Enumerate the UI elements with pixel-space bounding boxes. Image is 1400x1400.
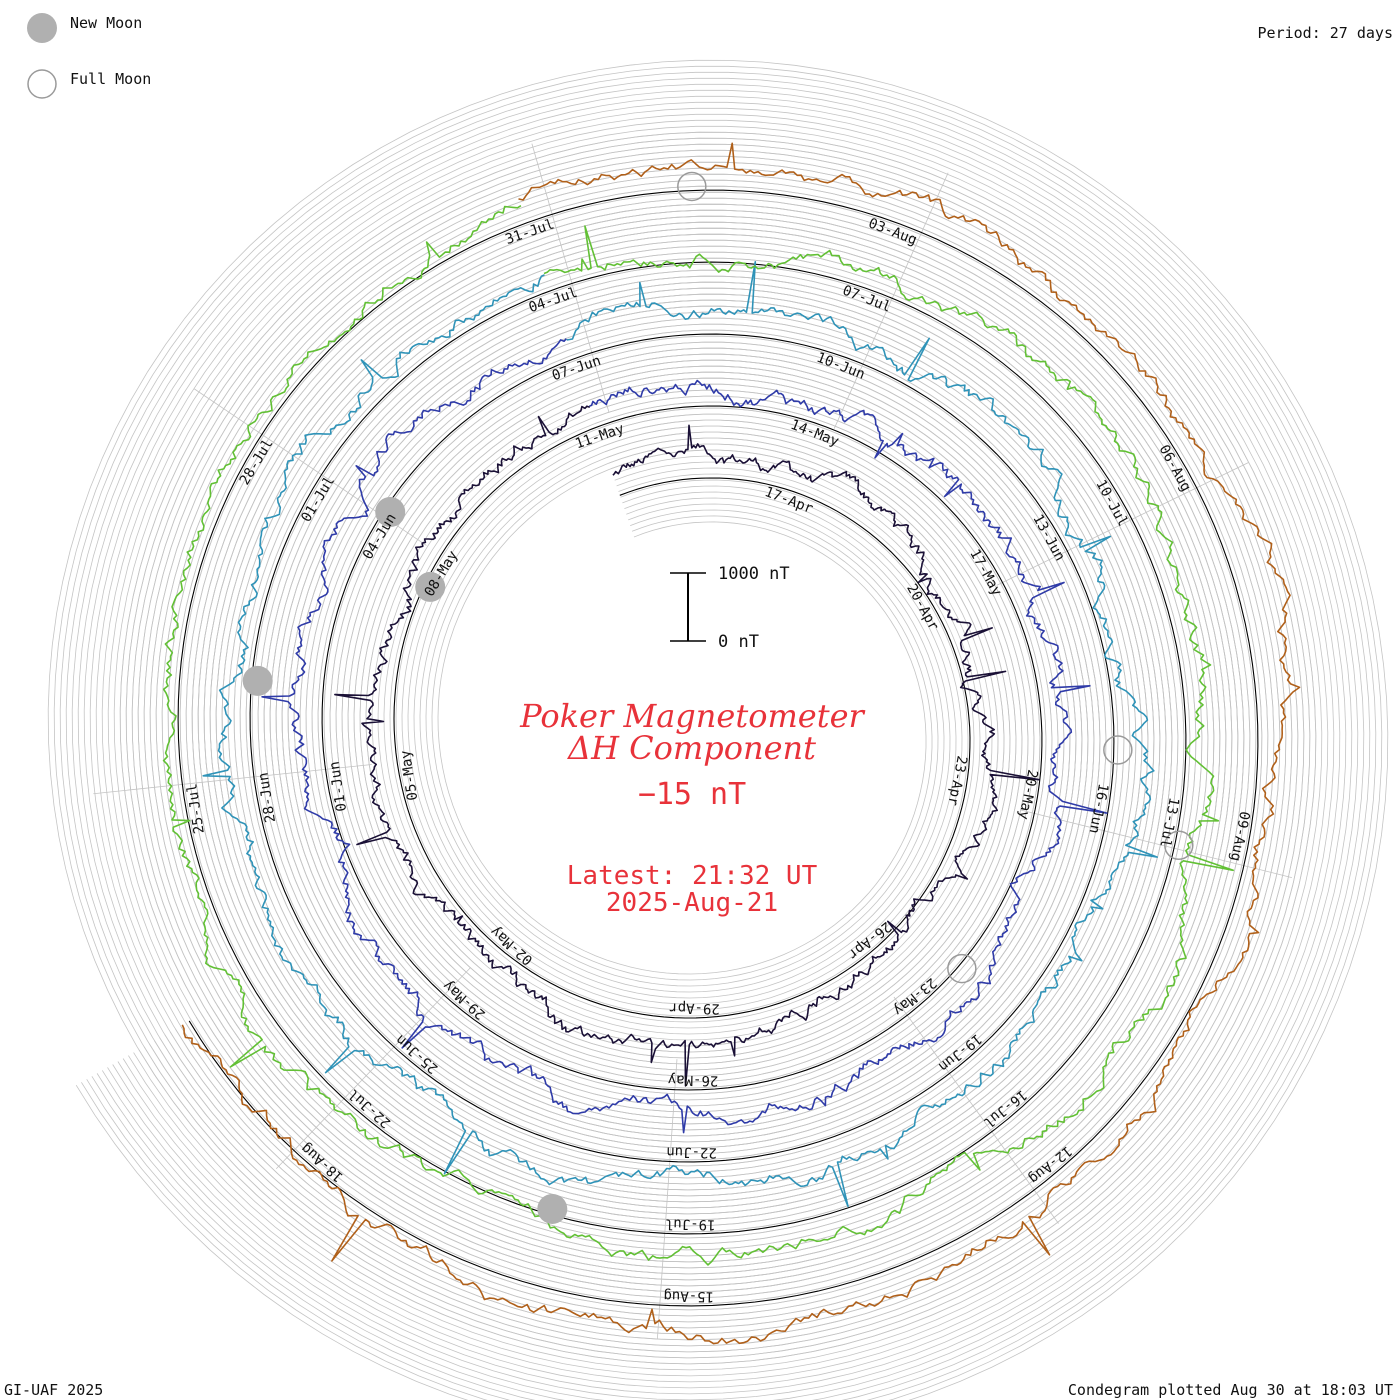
grid-spoke bbox=[1020, 809, 1292, 878]
chart-title: Poker Magnetometer bbox=[519, 697, 865, 735]
date-label: 10-Jul bbox=[1092, 477, 1130, 529]
data-traces bbox=[162, 142, 1301, 1345]
date-label: 01-Jul bbox=[298, 474, 338, 526]
date-label: 22-Jul bbox=[345, 1085, 394, 1130]
date-label: 25-Jun bbox=[393, 1031, 442, 1076]
date-label: 22-Jun bbox=[666, 1143, 717, 1160]
date-label: 13-Jul bbox=[1156, 796, 1181, 849]
grid-spoke bbox=[531, 143, 610, 413]
new-moon-marker bbox=[537, 1193, 568, 1224]
date-label: 29-May bbox=[440, 977, 489, 1022]
date-label: 14-May bbox=[788, 417, 841, 450]
date-label: 28-Jul bbox=[237, 436, 277, 488]
date-label: 13-Jun bbox=[1029, 512, 1067, 564]
date-label: 15-Aug bbox=[663, 1287, 714, 1304]
date-label: 16-Jul bbox=[980, 1086, 1029, 1130]
date-label: 26-May bbox=[668, 1071, 719, 1088]
grid-ring bbox=[53, 65, 1383, 1400]
baseline-path bbox=[177, 189, 1259, 1307]
period-label: Period: 27 days bbox=[1258, 24, 1393, 42]
trace-turn-2 bbox=[261, 338, 1108, 1134]
chart-subtitle: ΔH Component bbox=[566, 729, 816, 767]
new-moon-label: New Moon bbox=[70, 14, 142, 32]
date-label: 07-Jul bbox=[840, 283, 893, 316]
trace-turn-5 bbox=[181, 142, 1301, 1345]
current-value: −15 nT bbox=[638, 777, 746, 812]
date-label: 10-Jun bbox=[814, 350, 867, 383]
new-moon-marker bbox=[242, 665, 273, 696]
full-moon-marker bbox=[677, 171, 707, 202]
date-label: 01-Jun bbox=[327, 760, 351, 812]
baseline-spiral bbox=[177, 189, 1259, 1307]
date-label: 12-Aug bbox=[1025, 1142, 1074, 1186]
date-label: 20-Apr bbox=[903, 581, 941, 633]
date-label: 28-Jun bbox=[255, 771, 279, 823]
grid-ring bbox=[113, 125, 1323, 1371]
date-label: 23-Apr bbox=[944, 754, 969, 807]
trace-turn-3 bbox=[202, 261, 1158, 1208]
new-moon-icon bbox=[27, 13, 57, 43]
grid-ring bbox=[89, 101, 1347, 1395]
grid-ring bbox=[47, 59, 1389, 1400]
grid-spoke bbox=[893, 996, 1059, 1224]
date-label: 17-Apr bbox=[762, 484, 815, 517]
date-label: 26-Apr bbox=[845, 918, 894, 962]
credit-label: GI-UAF 2025 bbox=[4, 1381, 103, 1399]
date-label: 09-Aug bbox=[1227, 810, 1252, 863]
full-moon-label: Full Moon bbox=[70, 70, 151, 88]
date-label: 23-May bbox=[890, 974, 939, 1018]
moon-markers bbox=[242, 171, 1194, 1224]
grid-ring bbox=[71, 83, 1365, 1400]
date-label: 19-Jul bbox=[665, 1215, 716, 1232]
full-moon-icon bbox=[27, 69, 57, 99]
full-moon-marker bbox=[1164, 830, 1194, 861]
full-moon-marker bbox=[947, 953, 977, 984]
new-moon-marker bbox=[415, 571, 446, 602]
trace-turn-1 bbox=[334, 405, 1040, 1087]
scale-bar: 1000 nT 0 nT bbox=[670, 564, 790, 652]
grid-ring bbox=[65, 77, 1371, 1400]
grid-spoke bbox=[996, 462, 1249, 586]
date-label: 06-Aug bbox=[1155, 442, 1193, 494]
date-label: 19-Jun bbox=[935, 1030, 984, 1074]
latest-date: 2025-Aug-21 bbox=[606, 888, 778, 918]
trace-turn-4 bbox=[162, 205, 1234, 1266]
scale-top-label: 1000 nT bbox=[718, 564, 790, 584]
date-label: 03-Aug bbox=[866, 215, 919, 248]
grid-ring bbox=[59, 71, 1377, 1400]
grid-ring bbox=[95, 107, 1341, 1389]
date-label: 25-Jul bbox=[184, 782, 208, 834]
grid-ring bbox=[101, 113, 1335, 1383]
grid-spoke bbox=[657, 1059, 678, 1339]
date-label: 17-May bbox=[966, 547, 1004, 599]
scale-bottom-label: 0 nT bbox=[718, 632, 759, 652]
latest-time: Latest: 21:32 UT bbox=[567, 861, 818, 891]
date-label: 05-May bbox=[398, 749, 422, 801]
new-moon-marker bbox=[375, 496, 406, 527]
plotted-label: Condegram plotted Aug 30 at 18:03 UT bbox=[1068, 1381, 1393, 1399]
full-moon-marker bbox=[1103, 735, 1133, 765]
grid-spoke bbox=[275, 967, 472, 1170]
date-label: 29-Apr bbox=[669, 999, 720, 1016]
grid-ring bbox=[107, 119, 1329, 1377]
grid-spoke bbox=[833, 172, 949, 429]
